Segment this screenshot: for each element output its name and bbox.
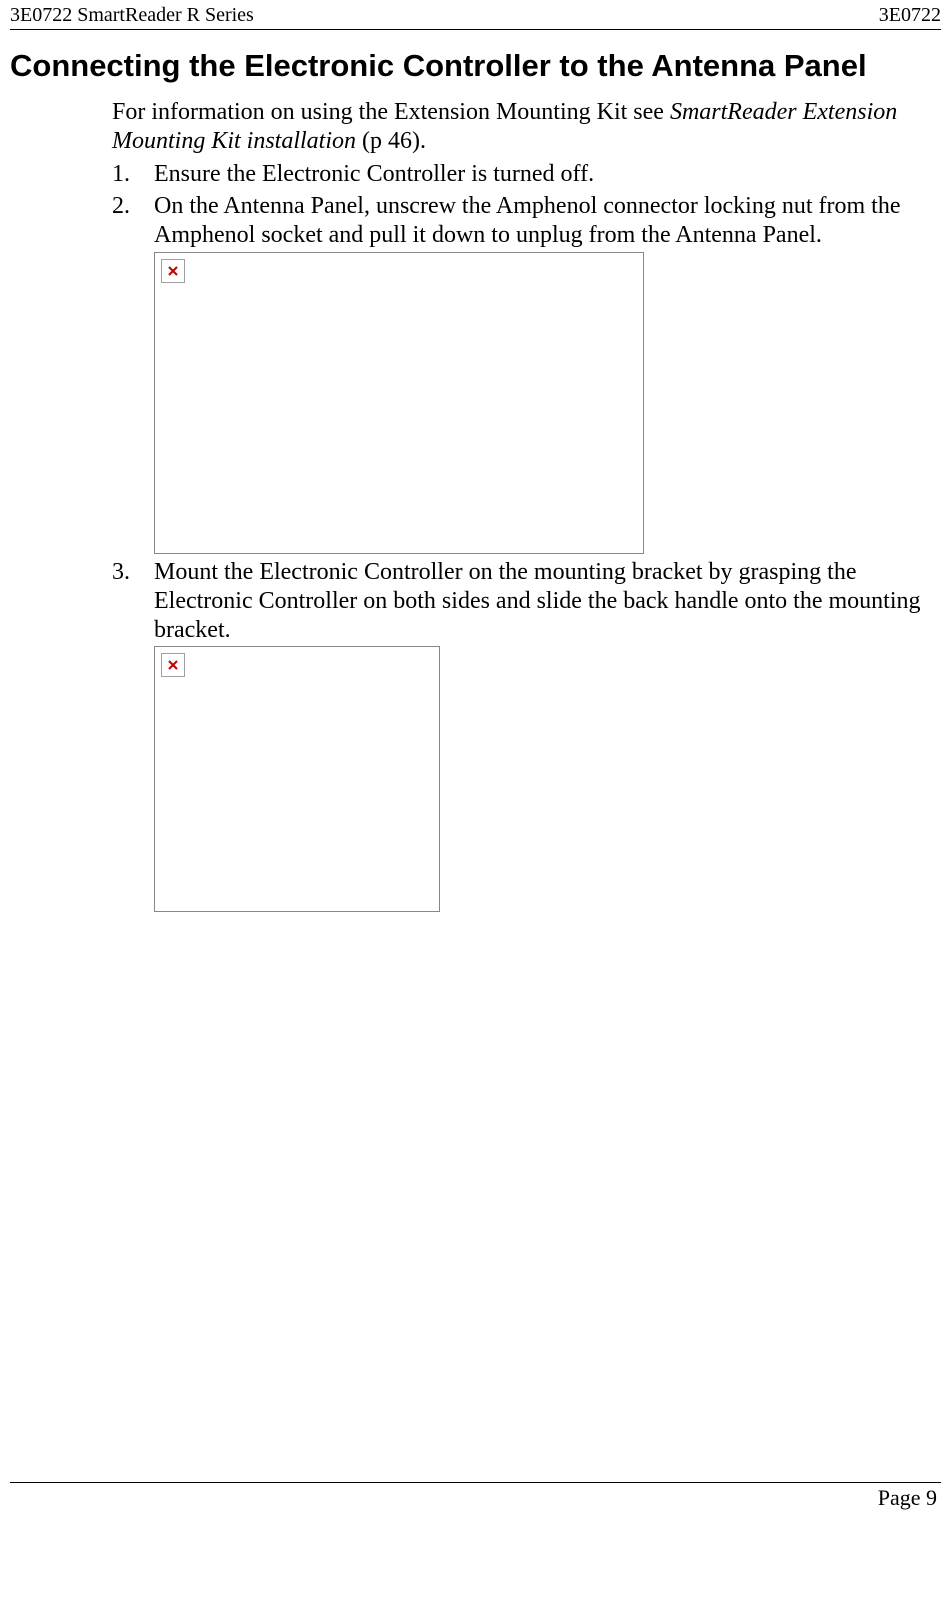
figure-placeholder xyxy=(154,646,440,912)
missing-image-icon xyxy=(161,259,185,283)
list-item: Ensure the Electronic Controller is turn… xyxy=(112,160,935,189)
page-header: 3E0722 SmartReader R Series 3E0722 xyxy=(10,4,941,27)
figure-placeholder xyxy=(154,252,644,554)
list-item: Mount the Electronic Controller on the m… xyxy=(112,558,935,912)
page-footer: Page 9 xyxy=(10,1482,941,1511)
step-text: On the Antenna Panel, unscrew the Amphen… xyxy=(154,193,900,248)
intro-paragraph: For information on using the Extension M… xyxy=(112,98,935,156)
step-text: Ensure the Electronic Controller is turn… xyxy=(154,161,594,187)
list-item: On the Antenna Panel, unscrew the Amphen… xyxy=(112,192,935,554)
intro-suffix: (p 46). xyxy=(356,128,426,154)
header-left: 3E0722 SmartReader R Series xyxy=(10,4,254,27)
header-right: 3E0722 xyxy=(879,4,941,27)
page-number: Page 9 xyxy=(878,1485,937,1511)
step-text: Mount the Electronic Controller on the m… xyxy=(154,559,921,643)
missing-image-icon xyxy=(161,653,185,677)
steps-list: Ensure the Electronic Controller is turn… xyxy=(112,160,935,913)
section-heading: Connecting the Electronic Controller to … xyxy=(10,48,941,84)
footer-rule xyxy=(10,1482,941,1483)
intro-prefix: For information on using the Extension M… xyxy=(112,99,670,125)
header-rule xyxy=(10,29,941,30)
